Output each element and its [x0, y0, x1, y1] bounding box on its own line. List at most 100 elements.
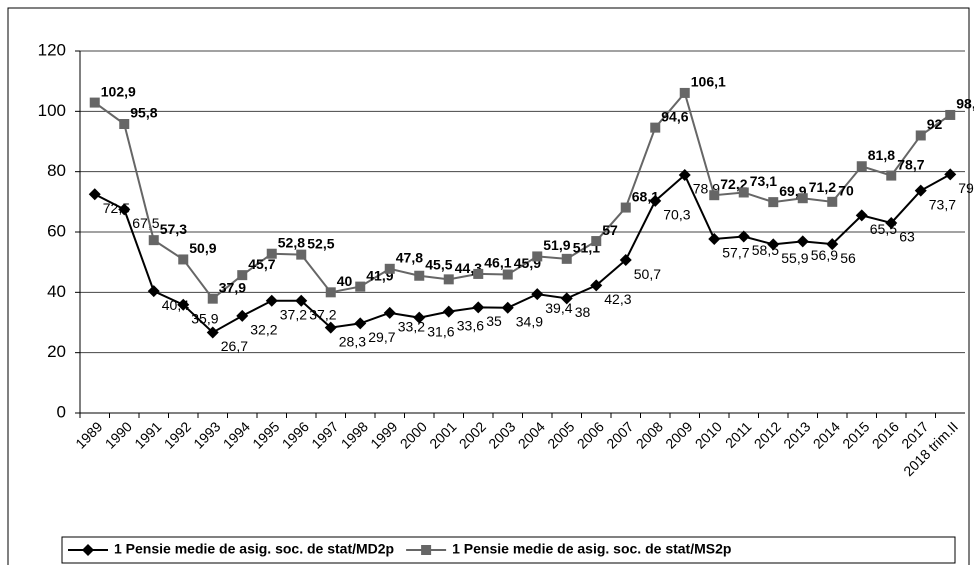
data-label: 81,8	[868, 147, 895, 163]
data-point	[914, 184, 927, 197]
x-tick-label: 2008	[633, 418, 666, 451]
data-label: 39,4	[545, 300, 572, 316]
data-point	[414, 270, 425, 281]
y-tick-label: 60	[47, 221, 66, 240]
data-point	[206, 326, 219, 339]
data-label: 73,7	[929, 196, 956, 212]
data-point	[944, 168, 957, 181]
y-tick-label: 0	[57, 402, 66, 421]
data-label: 57,7	[722, 245, 749, 261]
x-tick-label: 2003	[485, 418, 518, 451]
chart-frame	[7, 7, 970, 565]
x-tick-label: 2002	[456, 418, 489, 451]
data-label: 45,5	[425, 256, 452, 272]
data-label: 52,8	[278, 234, 305, 250]
data-label: 95,8	[130, 105, 157, 121]
legend-marker	[421, 545, 432, 555]
data-label: 68,1	[632, 188, 659, 204]
x-tick-label: 1996	[279, 418, 312, 451]
data-point	[855, 209, 868, 222]
data-label: 37,9	[219, 279, 246, 295]
x-tick-label: 1995	[249, 418, 282, 451]
x-tick-label: 2007	[603, 418, 636, 451]
data-point	[856, 161, 867, 172]
data-point	[737, 230, 750, 243]
data-point	[384, 263, 395, 274]
data-point	[148, 235, 159, 246]
data-point	[915, 130, 926, 141]
data-point	[679, 87, 690, 98]
x-tick-label: 2012	[751, 418, 784, 451]
data-point	[355, 281, 366, 292]
data-label: 38	[575, 304, 591, 320]
legend-label: 1 Pensie medie de asig. soc. de stat/MS2…	[452, 541, 731, 557]
data-label: 106,1	[691, 74, 726, 90]
data-point	[236, 309, 249, 322]
x-tick-label: 2013	[780, 418, 813, 451]
data-point	[885, 216, 898, 229]
data-point	[738, 187, 749, 198]
data-point	[796, 235, 809, 248]
x-tick-label: 1992	[161, 418, 194, 451]
data-label: 94,6	[661, 108, 688, 124]
data-label: 35,9	[191, 310, 218, 326]
x-tick-label: 1998	[338, 418, 371, 451]
data-point	[413, 311, 426, 324]
x-tick-label: 2005	[544, 418, 577, 451]
data-label: 32,2	[250, 322, 277, 338]
x-tick-label: 2009	[662, 418, 695, 451]
data-point	[89, 97, 100, 108]
data-point	[502, 269, 513, 280]
data-point	[826, 238, 839, 251]
data-label: 56,9	[811, 247, 838, 263]
data-label: 57	[602, 222, 618, 238]
data-point	[265, 294, 278, 307]
data-point	[325, 287, 336, 298]
x-tick-label: 2015	[839, 418, 872, 451]
y-tick-label: 20	[47, 342, 66, 361]
data-point	[620, 202, 631, 213]
x-tick-label: 1993	[190, 418, 223, 451]
data-point	[532, 251, 543, 262]
data-label: 31,6	[427, 323, 454, 339]
data-point	[443, 274, 454, 285]
data-label: 51,9	[543, 237, 570, 253]
data-label: 56	[840, 250, 856, 266]
legend-marker	[82, 544, 94, 556]
x-tick-label: 2006	[574, 418, 607, 451]
data-label: 70,3	[663, 207, 690, 223]
data-label: 40	[337, 273, 353, 289]
data-point	[442, 305, 455, 318]
data-label: 42,3	[604, 291, 631, 307]
data-label: 28,3	[339, 333, 366, 349]
data-label: 50,7	[634, 266, 661, 282]
data-label: 79,1	[958, 180, 974, 196]
x-tick-label: 2010	[692, 418, 725, 451]
data-label: 63	[899, 229, 915, 245]
data-point	[709, 190, 720, 201]
data-point	[119, 119, 130, 130]
data-label: 37,2	[280, 306, 307, 322]
data-label: 70	[838, 183, 854, 199]
x-tick-label: 2016	[869, 418, 902, 451]
y-tick-label: 40	[47, 282, 66, 301]
x-tick-label: 1989	[72, 418, 105, 451]
data-label: 98,8	[956, 96, 974, 112]
data-point	[324, 321, 337, 334]
data-point	[797, 193, 808, 204]
data-point	[147, 285, 160, 298]
data-label: 47,8	[396, 250, 423, 266]
data-point	[619, 254, 632, 267]
data-point	[266, 248, 277, 259]
data-point	[88, 188, 101, 201]
data-label: 52,5	[307, 235, 334, 251]
x-tick-label: 2000	[397, 418, 430, 451]
data-point	[207, 293, 218, 304]
y-tick-label: 80	[47, 161, 66, 180]
data-point	[591, 236, 602, 247]
y-tick-label: 100	[38, 101, 66, 120]
data-point	[945, 109, 956, 120]
x-tick-label: 2011	[722, 418, 755, 451]
data-label: 26,7	[221, 338, 248, 354]
